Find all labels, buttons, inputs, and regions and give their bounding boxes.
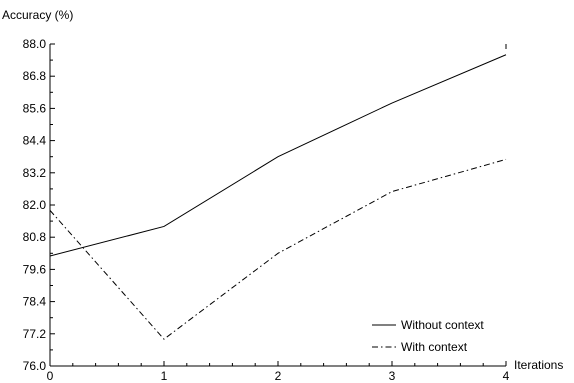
- series-line-with-context: [49, 158, 507, 340]
- x-axis-label: Iterations: [514, 358, 563, 372]
- y-tick-label: 85.6: [23, 101, 47, 115]
- x-tick-label: 0: [47, 369, 54, 383]
- y-axis-label: Accuracy (%): [2, 8, 73, 22]
- series-lines: [49, 54, 507, 340]
- x-tick-label: 4: [503, 369, 510, 383]
- legend-label-without-context: Without context: [401, 318, 484, 332]
- legend: Without context With context: [372, 318, 484, 354]
- x-tick-label: 2: [275, 369, 282, 383]
- x-tick-label: 1: [161, 369, 168, 383]
- x-tick-label: 3: [389, 369, 396, 383]
- y-tick-label: 84.4: [23, 134, 47, 148]
- y-tick-label: 77.2: [23, 327, 47, 341]
- y-tick-label: 86.8: [23, 69, 47, 83]
- y-tick-label: 88.0: [23, 37, 47, 51]
- y-ticks: 76.0 77.2 78.4 79.6 80.8 82.0 83.2 84.4 85.6 86.8…: [23, 37, 55, 373]
- legend-label-with-context: With context: [401, 340, 468, 354]
- y-tick-label: 79.6: [23, 262, 47, 276]
- y-tick-label: 78.4: [23, 295, 47, 309]
- y-tick-label: 80.8: [23, 230, 47, 244]
- y-tick-label: 82.0: [23, 198, 47, 212]
- x-ticks: 0 1 2 3 4: [47, 361, 510, 383]
- series-line-without-context: [49, 54, 507, 257]
- y-tick-label: 76.0: [23, 359, 47, 373]
- y-tick-label: 83.2: [23, 166, 47, 180]
